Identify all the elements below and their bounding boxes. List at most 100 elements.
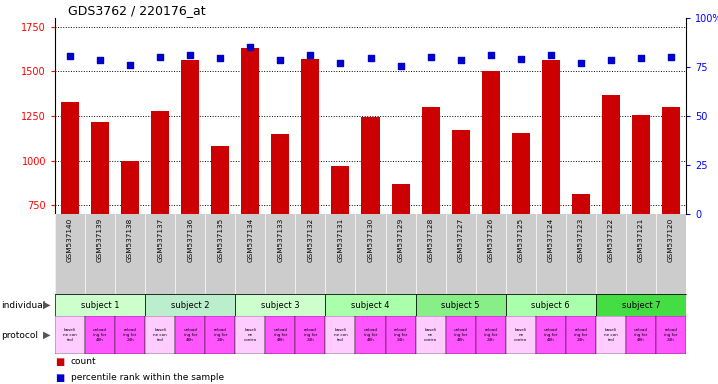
Text: subject 7: subject 7 — [622, 301, 661, 310]
Point — [605, 57, 617, 63]
Text: GSM537125: GSM537125 — [518, 218, 523, 262]
Point — [274, 57, 286, 63]
Bar — [416, 294, 505, 316]
Point — [154, 54, 166, 60]
Bar — [475, 316, 505, 354]
Point — [485, 52, 496, 58]
Bar — [236, 294, 325, 316]
Text: protocol: protocol — [1, 331, 38, 339]
Text: baseli
ne con
trol: baseli ne con trol — [153, 328, 167, 342]
Point — [635, 55, 647, 61]
Bar — [596, 316, 626, 354]
Bar — [325, 294, 416, 316]
Text: reload
ing for
24h: reload ing for 24h — [304, 328, 317, 342]
Text: reload
ing for
24h: reload ing for 24h — [123, 328, 137, 342]
Text: GSM537139: GSM537139 — [97, 218, 103, 262]
Text: GSM537140: GSM537140 — [67, 218, 73, 262]
Text: GSM537138: GSM537138 — [127, 218, 133, 262]
Bar — [572, 194, 590, 214]
Bar — [355, 316, 386, 354]
Text: baseli
ne con
trol: baseli ne con trol — [63, 328, 77, 342]
Bar — [121, 161, 139, 214]
Text: GSM537130: GSM537130 — [368, 218, 373, 262]
Text: GSM537133: GSM537133 — [277, 218, 284, 262]
Bar — [302, 59, 320, 214]
Bar — [505, 294, 596, 316]
Point — [65, 53, 76, 60]
Text: percentile rank within the sample: percentile rank within the sample — [71, 374, 224, 382]
Bar — [632, 115, 650, 214]
Text: ▶: ▶ — [42, 330, 50, 340]
Text: reload
ing for
24h: reload ing for 24h — [574, 328, 587, 342]
Point — [395, 63, 406, 69]
Bar — [421, 107, 439, 214]
Text: GSM537135: GSM537135 — [218, 218, 223, 262]
Text: ■: ■ — [55, 373, 64, 383]
Bar — [181, 60, 199, 214]
Text: count: count — [71, 357, 96, 366]
Text: baseli
ne con
trol: baseli ne con trol — [604, 328, 617, 342]
Text: reload
ing for
24h: reload ing for 24h — [394, 328, 407, 342]
Bar — [266, 316, 295, 354]
Bar — [151, 111, 169, 214]
Text: unload
ing for
48h: unload ing for 48h — [93, 328, 107, 342]
Point — [365, 55, 376, 61]
Text: GSM537136: GSM537136 — [187, 218, 193, 262]
Text: GSM537121: GSM537121 — [638, 218, 644, 262]
Point — [94, 57, 106, 63]
Bar — [386, 316, 416, 354]
Bar — [662, 107, 680, 214]
Bar — [145, 316, 175, 354]
Text: unload
ing for
48h: unload ing for 48h — [634, 328, 648, 342]
Text: individual: individual — [1, 301, 45, 310]
Point — [425, 54, 437, 60]
Point — [335, 60, 346, 66]
Text: subject 2: subject 2 — [171, 301, 210, 310]
Text: subject 4: subject 4 — [351, 301, 390, 310]
Bar — [55, 316, 85, 354]
Bar — [566, 316, 596, 354]
Point — [666, 54, 677, 60]
Bar — [596, 294, 686, 316]
Bar — [332, 166, 350, 214]
Bar — [241, 48, 259, 214]
Text: GSM537123: GSM537123 — [578, 218, 584, 262]
Bar — [482, 71, 500, 214]
Point — [455, 57, 467, 63]
Point — [575, 60, 587, 66]
Text: unload
ing for
48h: unload ing for 48h — [363, 328, 378, 342]
Point — [215, 55, 226, 61]
Text: GSM537126: GSM537126 — [488, 218, 494, 262]
Text: unload
ing for
48h: unload ing for 48h — [183, 328, 197, 342]
Bar — [391, 184, 409, 214]
Bar — [61, 102, 79, 214]
Bar — [536, 316, 566, 354]
Text: baseli
ne
contro: baseli ne contro — [243, 328, 257, 342]
Bar — [416, 316, 446, 354]
Point — [515, 56, 526, 62]
Bar — [211, 146, 229, 214]
Bar — [505, 316, 536, 354]
Text: ▶: ▶ — [42, 300, 50, 310]
Text: unload
ing for
48h: unload ing for 48h — [274, 328, 287, 342]
Bar — [542, 60, 560, 214]
Bar — [115, 316, 145, 354]
Text: baseli
ne
contro: baseli ne contro — [424, 328, 437, 342]
Text: subject 3: subject 3 — [261, 301, 299, 310]
Text: subject 6: subject 6 — [531, 301, 570, 310]
Point — [124, 62, 136, 68]
Point — [185, 51, 196, 58]
Text: unload
ing for
48h: unload ing for 48h — [454, 328, 467, 342]
Bar — [271, 134, 289, 214]
Bar — [295, 316, 325, 354]
Bar — [602, 94, 620, 214]
Bar — [205, 316, 236, 354]
Bar — [175, 316, 205, 354]
Text: reload
ing for
24h: reload ing for 24h — [484, 328, 498, 342]
Bar — [512, 133, 530, 214]
Text: GSM537120: GSM537120 — [668, 218, 674, 262]
Text: unload
ing for
48h: unload ing for 48h — [544, 328, 558, 342]
Text: baseli
ne con
trol: baseli ne con trol — [334, 328, 348, 342]
Point — [545, 52, 556, 58]
Text: reload
ing for
24h: reload ing for 24h — [664, 328, 678, 342]
